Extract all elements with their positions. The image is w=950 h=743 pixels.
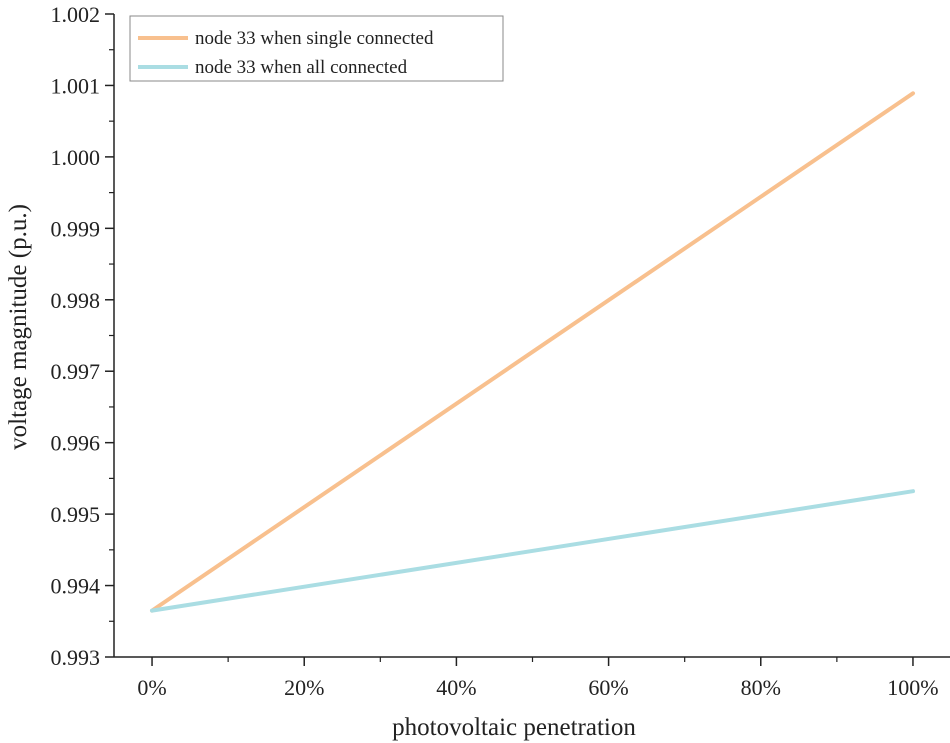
legend-label-single-connected: node 33 when single connected <box>195 28 434 49</box>
y-axis-ticks: 0.993 0.994 0.995 0.996 0.997 0.998 0.999 1.000… <box>51 2 114 670</box>
y-tick-label: 0.996 <box>51 431 101 456</box>
y-axis-title: voltage magnitude (p.u.) <box>5 204 32 450</box>
y-tick-label: 1.002 <box>51 2 101 27</box>
x-tick-label: 80% <box>741 675 781 700</box>
y-tick-label: 1.000 <box>51 145 101 170</box>
x-axis-title: photovoltaic penetration <box>392 714 636 741</box>
y-tick-label: 0.995 <box>51 502 101 527</box>
axes <box>113 14 950 658</box>
x-tick-label: 0% <box>137 675 166 700</box>
plot-lines <box>150 91 915 613</box>
y-tick-label: 0.994 <box>51 574 101 599</box>
legend-box <box>129 15 504 82</box>
legend-label-all-connected: node 33 when all connected <box>195 57 408 78</box>
x-tick-label: 20% <box>284 675 324 700</box>
x-tick-label: 40% <box>436 675 476 700</box>
y-tick-label: 0.993 <box>51 645 101 670</box>
x-tick-label: 100% <box>887 675 938 700</box>
series-line-0 <box>150 91 915 613</box>
series-line-1 <box>150 489 915 613</box>
y-tick-label: 0.998 <box>51 288 101 313</box>
y-tick-label: 1.001 <box>51 73 101 98</box>
y-tick-label: 0.997 <box>51 359 101 384</box>
x-axis-ticks: 0% 20% 40% 60% 80% 100% <box>137 657 939 700</box>
y-tick-label: 0.999 <box>51 216 101 241</box>
legend: node 33 when single connected node 33 wh… <box>129 15 504 82</box>
x-tick-label: 60% <box>588 675 628 700</box>
